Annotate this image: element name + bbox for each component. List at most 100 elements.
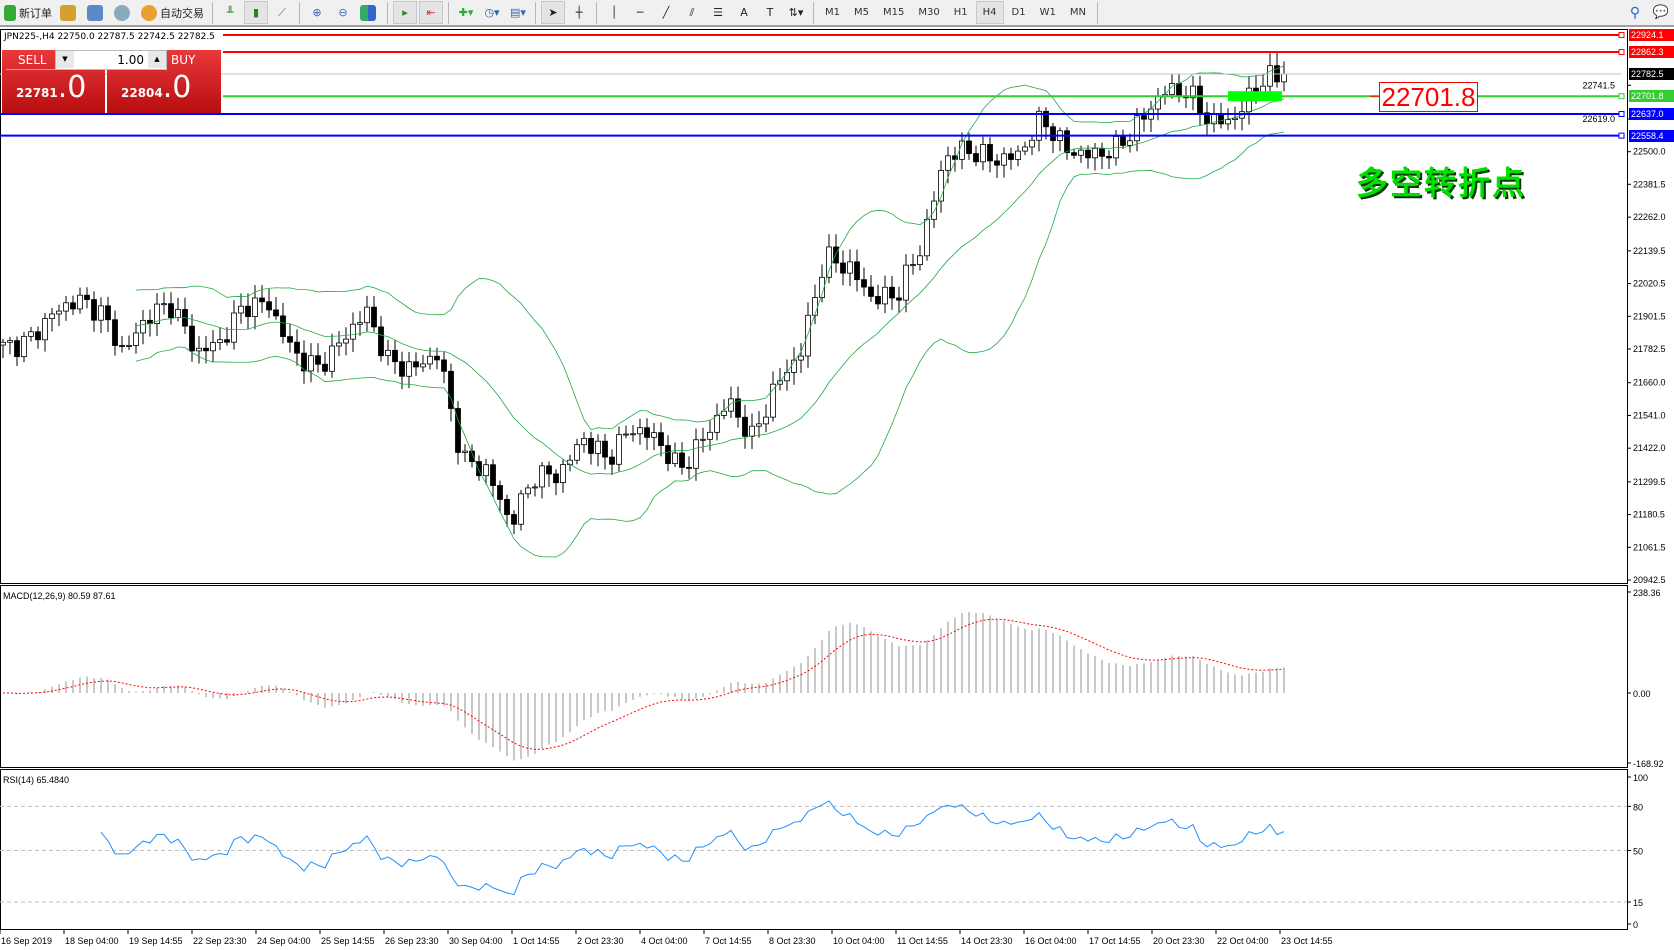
indicators-icon: ✚▾ [458,6,474,19]
fibonacci-icon: ☰ [713,6,723,19]
rsi-line [100,800,1285,896]
timeframe-mn[interactable]: MN [1069,7,1086,18]
candle [1008,153,1014,160]
periods-button[interactable]: ◷▾ [480,1,504,24]
timeframe-m15[interactable]: M15 [883,7,905,18]
price-axis-label: 22262.0 [1633,212,1666,222]
vertical-line-button[interactable]: │ [602,1,626,24]
navigator-button[interactable] [84,1,109,24]
candle [532,486,538,489]
indicators-button[interactable]: ✚▾ [454,1,478,24]
signal-button[interactable] [111,1,136,24]
candle [105,305,111,321]
candle [553,473,559,484]
timeframe-h4[interactable]: H4 [975,1,1004,24]
search-button[interactable]: ⚲ [1623,1,1647,24]
divider [813,1,814,24]
line-chart-button[interactable]: ⟋ [270,1,294,24]
candle [245,305,251,317]
lot-increase-button[interactable]: ▲ [148,51,166,68]
zoom-out-button[interactable]: ⊖ [331,1,355,24]
timeframe-m30[interactable]: M30 [918,7,940,18]
time-axis-label: 19 Sep 14:55 [129,936,183,946]
candle [1099,147,1105,157]
horizontal-line-button[interactable]: ─ [628,1,652,24]
candle [84,294,90,300]
trendline-button[interactable]: ╱ [654,1,678,24]
candle [672,452,678,464]
candle [749,425,755,437]
channel-icon: ⫽ [689,5,695,19]
timeframe-m5[interactable]: M5 [854,7,869,18]
price-annotation-label[interactable]: 22701.8 [1379,82,1478,112]
candle [161,303,167,306]
candle [973,153,979,163]
candle-chart-button[interactable]: ▮ [244,1,268,24]
candle [420,363,426,368]
candle [840,262,846,274]
candle [742,416,748,437]
macd-label: MACD(12,26,9) 80.59 87.61 [3,591,116,601]
candle [875,296,881,305]
divider [387,1,388,24]
fibonacci-button[interactable]: ☰ [706,1,730,24]
candle [336,342,342,347]
bar-chart-button[interactable]: ╨ [218,1,242,24]
new-order-button[interactable]: 新订单 [1,1,55,24]
channel-button[interactable]: ⫽ [680,1,704,24]
candle [945,155,951,171]
cursor-icon: ➤ [548,6,558,19]
price-line-label: 22701.8 [1629,90,1674,103]
crosshair-button[interactable]: ┼ [567,1,591,24]
crosshair-icon: ┼ [575,6,583,19]
timeframe-m1[interactable]: M1 [825,7,840,18]
candle [189,325,195,352]
candle [1197,85,1203,114]
market-watch-button[interactable] [57,1,82,24]
chart-area[interactable]: 22741.5 22619.0 22500.0 22381.5 22262.0 22139… [0,29,1674,950]
candle [119,345,125,347]
timeframe-d1[interactable]: D1 [1011,7,1026,18]
candle [1022,146,1028,152]
chat-button[interactable]: 💬 [1649,1,1673,24]
candle [511,514,517,525]
macd-signal-line [2,618,1285,750]
macd-axis-label: -168.92 [1633,759,1664,769]
candle [42,318,48,341]
time-axis-label: 17 Oct 14:55 [1089,936,1141,946]
candle [154,303,160,325]
candle [133,332,139,346]
candle [490,464,496,486]
chart-shift-button[interactable]: ⇤ [419,1,443,24]
auto-trading-button[interactable]: 自动交易 [138,1,207,24]
lot-decrease-button[interactable]: ▼ [56,51,74,68]
macd-histogram [9,612,1285,761]
tile-windows-button[interactable] [357,1,382,24]
bollinger-middle [135,98,1285,475]
timeframe-group: M1 M5 M15 M30 H1 H4 D1 W1 MN [818,1,1093,24]
candle [462,450,468,453]
candle [700,438,706,441]
text-button[interactable]: A [732,1,756,24]
candle [427,355,433,365]
candle [1050,126,1056,141]
candle [203,347,209,352]
rsi-label: RSI(14) 65.4840 [3,775,69,785]
arrows-button[interactable]: ⇅▾ [784,1,808,24]
rsi-axis-label: 80 [1633,802,1643,812]
timeframe-h1[interactable]: H1 [953,7,968,18]
timeframe-w1[interactable]: W1 [1039,7,1056,18]
text-label-button[interactable]: T [758,1,782,24]
trendline-icon: ╱ [662,6,670,19]
auto-scroll-button[interactable]: ▸ [393,1,417,24]
cursor-button[interactable]: ➤ [541,1,565,24]
templates-button[interactable]: ▤▾ [506,1,530,24]
candle [798,355,804,361]
annotation-text[interactable]: 多空转折点 [1356,164,1527,202]
candle [546,465,552,475]
zoom-in-button[interactable]: ⊕ [305,1,329,24]
candle [49,313,55,320]
lot-size-input[interactable]: 1.00 [55,50,167,70]
candle [56,310,62,315]
time-axis-label: 30 Sep 04:00 [449,936,503,946]
